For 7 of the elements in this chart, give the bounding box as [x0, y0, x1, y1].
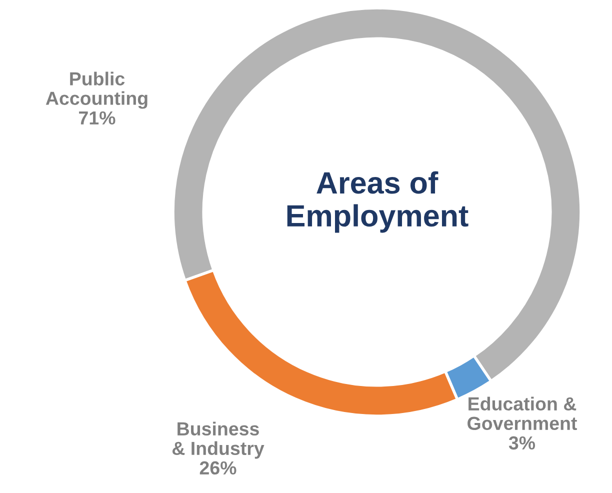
slice-label: Public Accounting	[46, 72, 148, 109]
text: Areas of Employment	[287, 171, 468, 233]
data-label: 26%	[200, 461, 236, 475]
slice-label: Business & Industry	[172, 422, 264, 459]
data-label: 3%	[508, 436, 536, 450]
slice-label: Education & Government	[468, 396, 577, 430]
data-label: 71%	[79, 111, 116, 125]
